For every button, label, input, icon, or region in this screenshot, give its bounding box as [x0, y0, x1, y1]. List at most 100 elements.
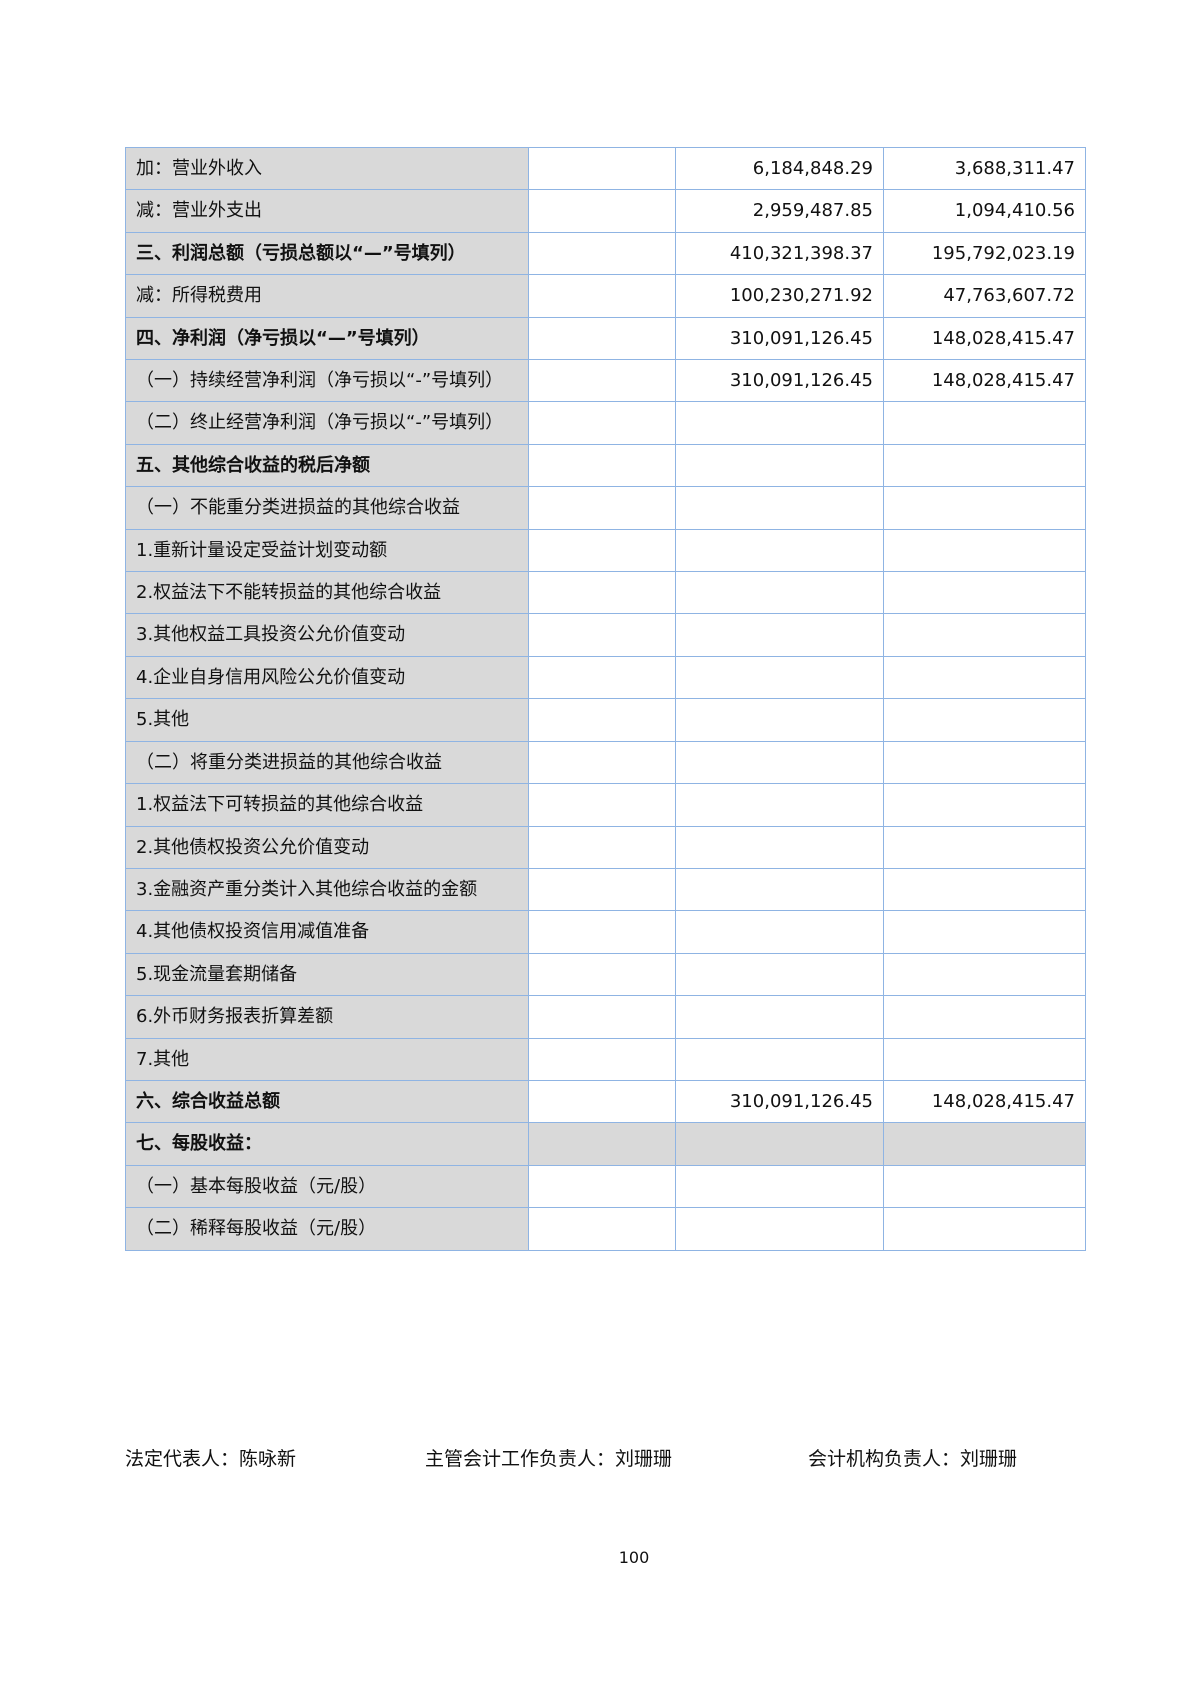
table-row: （一）基本每股收益（元/股）: [125, 1164, 1086, 1209]
income-statement-table: 加：营业外收入 6,184,848.29 3,688,311.47 减：营业外支出 2,…: [125, 146, 1086, 1251]
notes-cell: [528, 1164, 676, 1209]
current-period-value: 100,230,271.92: [675, 274, 884, 318]
notes-cell: [528, 189, 676, 233]
table-row: （二）稀释每股收益（元/股）: [125, 1207, 1086, 1251]
current-period-value: [675, 443, 884, 488]
row-label: 减：所得税费用: [125, 274, 529, 318]
row-label: （二）终止经营净利润（净亏损以“-”号填列）: [125, 401, 529, 445]
notes-cell: [528, 571, 676, 615]
table-row: 三、利润总额（亏损总额以“—”号填列） 410,321,398.37 195,792…: [125, 231, 1086, 276]
previous-period-value: [883, 740, 1086, 785]
table-row: 1.权益法下可转损益的其他综合收益: [125, 783, 1086, 827]
previous-period-value: [883, 867, 1086, 912]
current-period-value: [675, 1122, 884, 1166]
previous-period-value: [883, 1122, 1086, 1166]
notes-cell: [528, 655, 676, 700]
legal-representative: 法定代表人：陈咏新: [125, 1448, 297, 1470]
row-label: 4.企业自身信用风险公允价值变动: [125, 655, 529, 700]
previous-period-value: 3,688,311.47: [883, 146, 1086, 191]
notes-cell: [528, 528, 676, 573]
table-row: 2.权益法下不能转损益的其他综合收益: [125, 571, 1086, 615]
row-label: 加：营业外收入: [125, 146, 529, 191]
notes-cell: [528, 401, 676, 445]
current-period-value: [675, 401, 884, 445]
current-period-value: 310,091,126.45: [675, 1079, 884, 1124]
notes-cell: [528, 231, 676, 276]
table-row: 五、其他综合收益的税后净额: [125, 443, 1086, 488]
row-label: （一）持续经营净利润（净亏损以“-”号填列）: [125, 359, 529, 403]
row-label: 五、其他综合收益的税后净额: [125, 443, 529, 488]
notes-cell: [528, 910, 676, 954]
previous-period-value: [883, 952, 1086, 997]
row-label: 3.其他权益工具投资公允价值变动: [125, 613, 529, 657]
notes-cell: [528, 443, 676, 488]
previous-period-value: [883, 443, 1086, 488]
current-period-value: [675, 867, 884, 912]
row-label: （二）将重分类进损益的其他综合收益: [125, 740, 529, 785]
page-number: 100: [618, 1548, 650, 1567]
notes-cell: [528, 1122, 676, 1166]
table-row: 减：所得税费用 100,230,271.92 47,763,607.72: [125, 274, 1086, 318]
row-label: 四、净利润（净亏损以“—”号填列）: [125, 316, 529, 361]
row-label: 2.权益法下不能转损益的其他综合收益: [125, 571, 529, 615]
current-period-value: [675, 1207, 884, 1251]
table-row: （二）终止经营净利润（净亏损以“-”号填列）: [125, 401, 1086, 445]
notes-cell: [528, 1037, 676, 1081]
previous-period-value: [883, 613, 1086, 657]
table-row: 6.外币财务报表折算差额: [125, 995, 1086, 1039]
table-row: （二）将重分类进损益的其他综合收益: [125, 740, 1086, 785]
row-label: 4.其他债权投资信用减值准备: [125, 910, 529, 954]
row-label: （一）不能重分类进损益的其他综合收益: [125, 486, 529, 530]
row-label: 六、综合收益总额: [125, 1079, 529, 1124]
previous-period-value: 47,763,607.72: [883, 274, 1086, 318]
notes-cell: [528, 1207, 676, 1251]
table-row: 加：营业外收入 6,184,848.29 3,688,311.47: [125, 146, 1086, 191]
row-label: 1.重新计量设定受益计划变动额: [125, 528, 529, 573]
row-label: 3.金融资产重分类计入其他综合收益的金额: [125, 867, 529, 912]
row-label: 7.其他: [125, 1037, 529, 1081]
table-row: （一）不能重分类进损益的其他综合收益: [125, 486, 1086, 530]
current-period-value: [675, 825, 884, 869]
notes-cell: [528, 995, 676, 1039]
previous-period-value: [883, 401, 1086, 445]
previous-period-value: [883, 910, 1086, 954]
current-period-value: [675, 486, 884, 530]
current-period-value: [675, 528, 884, 573]
current-period-value: [675, 952, 884, 997]
previous-period-value: [883, 1164, 1086, 1209]
row-label: 5.其他: [125, 698, 529, 742]
current-period-value: 6,184,848.29: [675, 146, 884, 191]
row-label: （二）稀释每股收益（元/股）: [125, 1207, 529, 1251]
row-label: 2.其他债权投资公允价值变动: [125, 825, 529, 869]
previous-period-value: 148,028,415.47: [883, 359, 1086, 403]
accounting-dept-head: 会计机构负责人：刘珊珊: [808, 1448, 1018, 1470]
current-period-value: [675, 698, 884, 742]
notes-cell: [528, 359, 676, 403]
row-label: （一）基本每股收益（元/股）: [125, 1164, 529, 1209]
table-row: 5.其他: [125, 698, 1086, 742]
notes-cell: [528, 740, 676, 785]
notes-cell: [528, 867, 676, 912]
row-label: 6.外币财务报表折算差额: [125, 995, 529, 1039]
previous-period-value: [883, 783, 1086, 827]
table-row: 5.现金流量套期储备: [125, 952, 1086, 997]
current-period-value: 310,091,126.45: [675, 359, 884, 403]
accounting-head: 主管会计工作负责人：刘珊珊: [425, 1448, 673, 1470]
notes-cell: [528, 316, 676, 361]
table-row: 7.其他: [125, 1037, 1086, 1081]
previous-period-value: 148,028,415.47: [883, 316, 1086, 361]
current-period-value: [675, 655, 884, 700]
previous-period-value: [883, 655, 1086, 700]
current-period-value: [675, 613, 884, 657]
notes-cell: [528, 783, 676, 827]
table-row: 七、每股收益：: [125, 1122, 1086, 1166]
previous-period-value: [883, 571, 1086, 615]
notes-cell: [528, 825, 676, 869]
table-row: 3.金融资产重分类计入其他综合收益的金额: [125, 867, 1086, 912]
table-row: 3.其他权益工具投资公允价值变动: [125, 613, 1086, 657]
table-row: （一）持续经营净利润（净亏损以“-”号填列） 310,091,126.45 148,…: [125, 359, 1086, 403]
current-period-value: [675, 740, 884, 785]
previous-period-value: [883, 1207, 1086, 1251]
previous-period-value: 195,792,023.19: [883, 231, 1086, 276]
notes-cell: [528, 1079, 676, 1124]
